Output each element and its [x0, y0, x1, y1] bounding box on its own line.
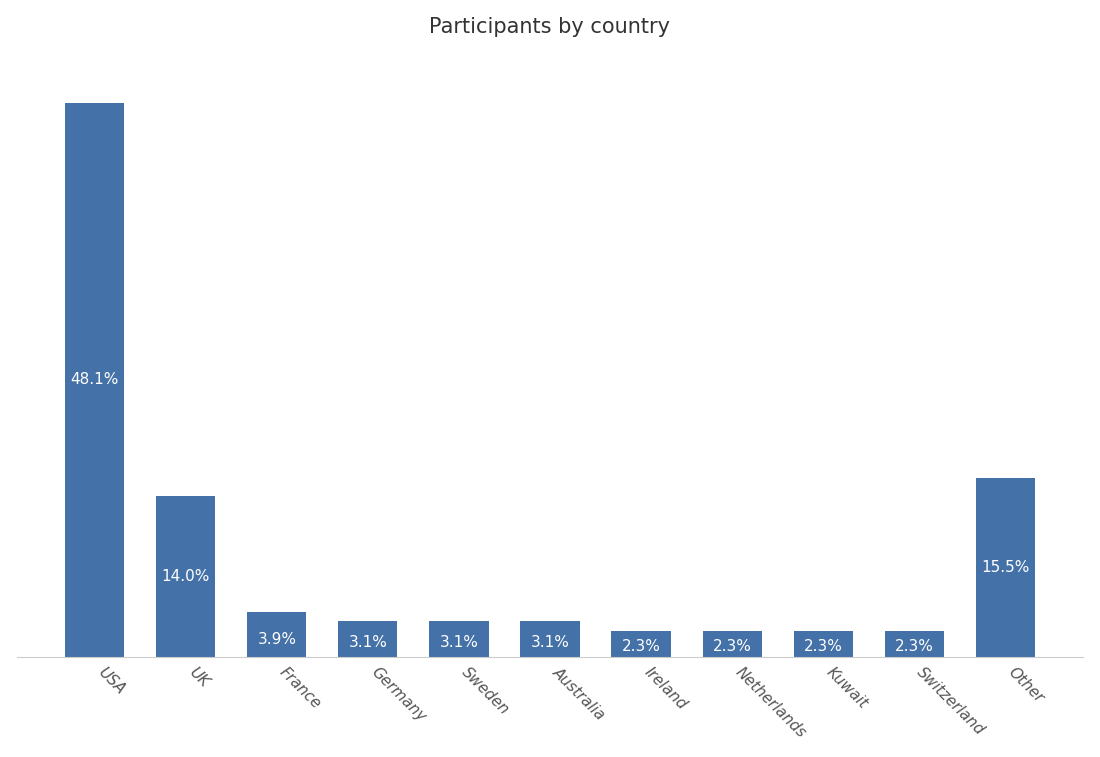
Bar: [248, 612, 307, 657]
Bar: [612, 631, 671, 657]
Bar: [339, 621, 397, 657]
Text: 3.1%: 3.1%: [349, 635, 387, 650]
Text: 15.5%: 15.5%: [981, 560, 1030, 575]
Bar: [65, 103, 124, 657]
Text: 48.1%: 48.1%: [70, 372, 119, 388]
Title: Participants by country: Participants by country: [429, 17, 671, 36]
Bar: [703, 631, 761, 657]
Text: 3.1%: 3.1%: [530, 635, 570, 650]
Text: 14.0%: 14.0%: [162, 569, 210, 584]
Bar: [429, 621, 488, 657]
Text: 3.1%: 3.1%: [440, 635, 478, 650]
Text: 2.3%: 2.3%: [621, 639, 660, 654]
Text: 2.3%: 2.3%: [713, 639, 751, 654]
Text: 2.3%: 2.3%: [804, 639, 843, 654]
Text: 2.3%: 2.3%: [894, 639, 934, 654]
Bar: [156, 496, 216, 657]
Bar: [976, 478, 1035, 657]
Bar: [793, 631, 853, 657]
Bar: [520, 621, 580, 657]
Text: 3.9%: 3.9%: [257, 631, 296, 646]
Bar: [884, 631, 944, 657]
